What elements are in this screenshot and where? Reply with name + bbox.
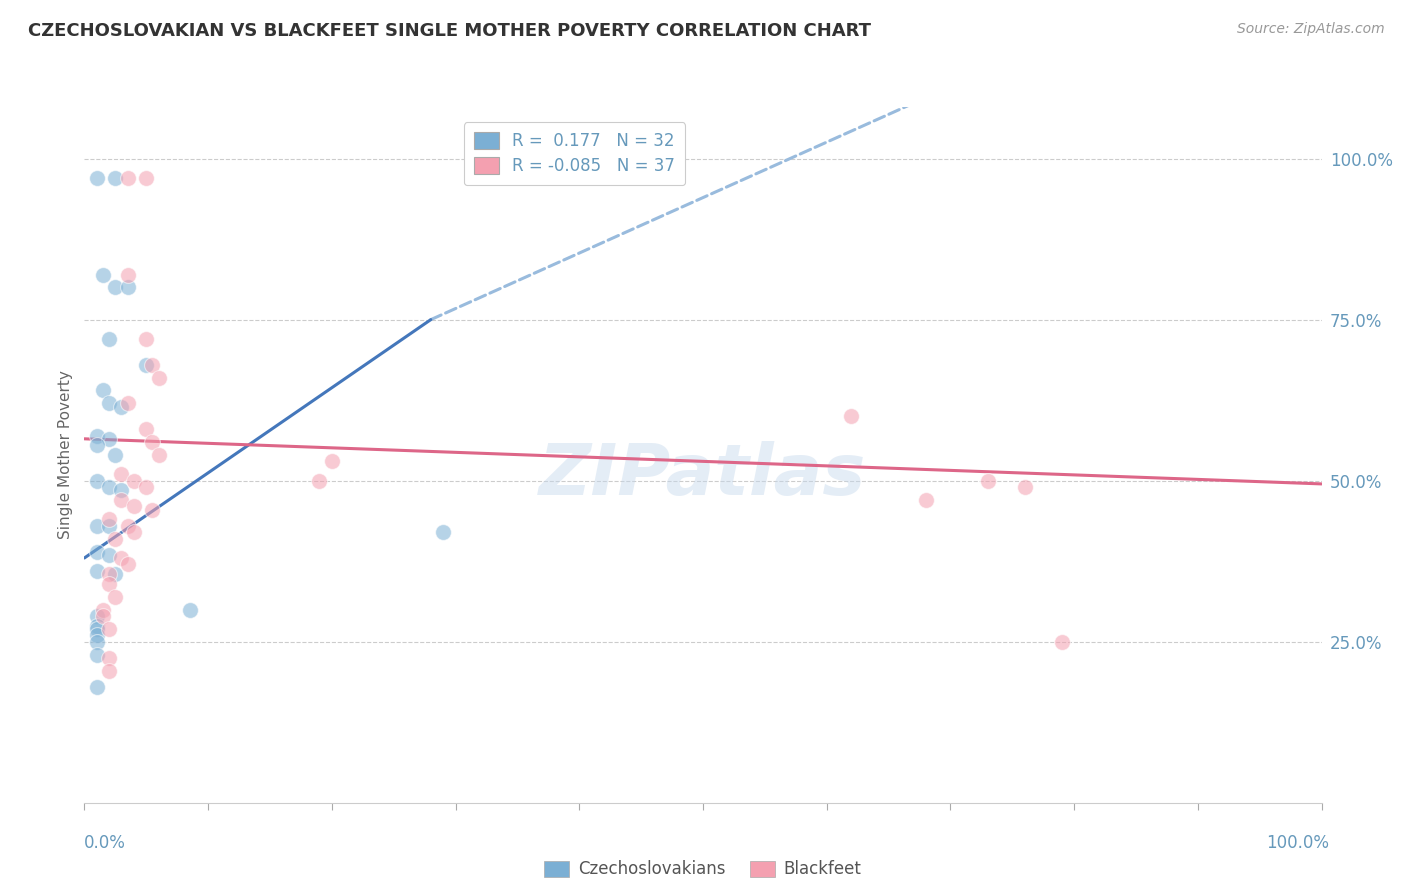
Point: [117, 170, 139, 185]
Point: [86, 518, 108, 533]
Y-axis label: Single Mother Poverty: Single Mother Poverty: [58, 370, 73, 540]
Point: [179, 602, 201, 616]
Point: [117, 518, 139, 533]
Text: 0.0%: 0.0%: [84, 834, 127, 852]
Point: [91, 609, 114, 624]
Point: [841, 409, 863, 424]
Point: [86, 609, 108, 624]
Point: [122, 474, 145, 488]
Point: [104, 170, 127, 185]
Point: [86, 428, 108, 442]
Point: [110, 551, 132, 566]
Point: [110, 400, 132, 414]
Point: [86, 634, 108, 648]
Point: [122, 525, 145, 540]
Text: ZIPatlas: ZIPatlas: [540, 442, 866, 510]
Point: [104, 448, 127, 462]
Point: [98, 480, 121, 494]
Point: [135, 358, 157, 372]
Point: [110, 493, 132, 508]
Text: Source: ZipAtlas.com: Source: ZipAtlas.com: [1237, 22, 1385, 37]
Point: [98, 622, 121, 636]
Point: [91, 602, 114, 616]
Point: [86, 648, 108, 662]
Point: [1014, 480, 1036, 494]
Legend: Czechoslovakians, Blackfeet: Czechoslovakians, Blackfeet: [538, 854, 868, 885]
Point: [98, 664, 121, 678]
Point: [86, 618, 108, 632]
Point: [86, 474, 108, 488]
Point: [117, 396, 139, 410]
Point: [1050, 634, 1073, 648]
Point: [110, 483, 132, 498]
Point: [117, 558, 139, 572]
Point: [91, 384, 114, 398]
Point: [98, 567, 121, 582]
Point: [135, 170, 157, 185]
Point: [122, 500, 145, 514]
Point: [98, 651, 121, 665]
Point: [104, 590, 127, 604]
Point: [308, 474, 330, 488]
Point: [135, 480, 157, 494]
Point: [117, 268, 139, 282]
Text: 100.0%: 100.0%: [1265, 834, 1329, 852]
Point: [98, 576, 121, 591]
Point: [86, 628, 108, 642]
Point: [914, 493, 936, 508]
Point: [432, 525, 454, 540]
Point: [86, 680, 108, 694]
Point: [148, 370, 170, 384]
Point: [141, 502, 163, 516]
Point: [110, 467, 132, 482]
Point: [117, 280, 139, 294]
Point: [104, 567, 127, 582]
Point: [98, 396, 121, 410]
Point: [86, 438, 108, 452]
Point: [98, 518, 121, 533]
Point: [135, 422, 157, 436]
Point: [86, 170, 108, 185]
Point: [141, 358, 163, 372]
Point: [86, 564, 108, 578]
Point: [976, 474, 998, 488]
Point: [141, 435, 163, 450]
Point: [98, 332, 121, 346]
Point: [98, 548, 121, 562]
Point: [86, 544, 108, 558]
Point: [98, 432, 121, 446]
Point: [86, 622, 108, 636]
Point: [135, 332, 157, 346]
Point: [91, 268, 114, 282]
Text: CZECHOSLOVAKIAN VS BLACKFEET SINGLE MOTHER POVERTY CORRELATION CHART: CZECHOSLOVAKIAN VS BLACKFEET SINGLE MOTH…: [28, 22, 872, 40]
Point: [104, 280, 127, 294]
Point: [104, 532, 127, 546]
Point: [148, 448, 170, 462]
Point: [98, 512, 121, 526]
Point: [321, 454, 343, 468]
